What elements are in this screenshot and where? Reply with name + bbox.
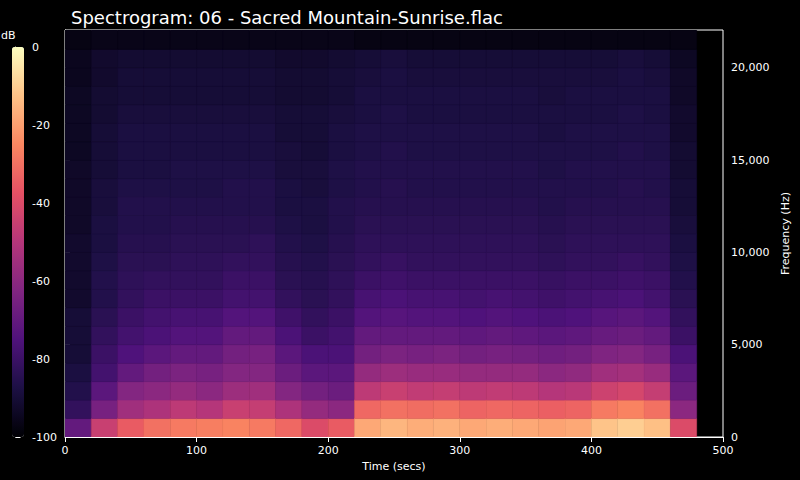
svg-text:-60: -60 bbox=[32, 275, 50, 288]
svg-text:10,000: 10,000 bbox=[731, 246, 770, 259]
svg-text:15,000: 15,000 bbox=[731, 154, 770, 167]
svg-text:0: 0 bbox=[731, 431, 738, 444]
svg-text:400: 400 bbox=[581, 444, 602, 457]
svg-text:dB: dB bbox=[1, 29, 16, 42]
svg-text:-80: -80 bbox=[32, 353, 50, 366]
svg-text:20,000: 20,000 bbox=[731, 61, 770, 74]
svg-text:-40: -40 bbox=[32, 197, 50, 210]
svg-text:0: 0 bbox=[32, 41, 39, 54]
svg-text:500: 500 bbox=[713, 444, 734, 457]
svg-text:0: 0 bbox=[62, 444, 69, 457]
svg-text:100: 100 bbox=[186, 444, 207, 457]
svg-text:-20: -20 bbox=[32, 119, 50, 132]
svg-text:Spectrogram: 06 - Sacred Mount: Spectrogram: 06 - Sacred Mountain-Sunris… bbox=[71, 7, 503, 28]
svg-text:200: 200 bbox=[318, 444, 339, 457]
svg-text:5,000: 5,000 bbox=[731, 338, 763, 351]
svg-text:300: 300 bbox=[449, 444, 470, 457]
svg-text:-100: -100 bbox=[32, 431, 57, 444]
svg-text:Frequency (Hz): Frequency (Hz) bbox=[779, 192, 792, 275]
svg-text:Time (secs): Time (secs) bbox=[361, 460, 425, 473]
